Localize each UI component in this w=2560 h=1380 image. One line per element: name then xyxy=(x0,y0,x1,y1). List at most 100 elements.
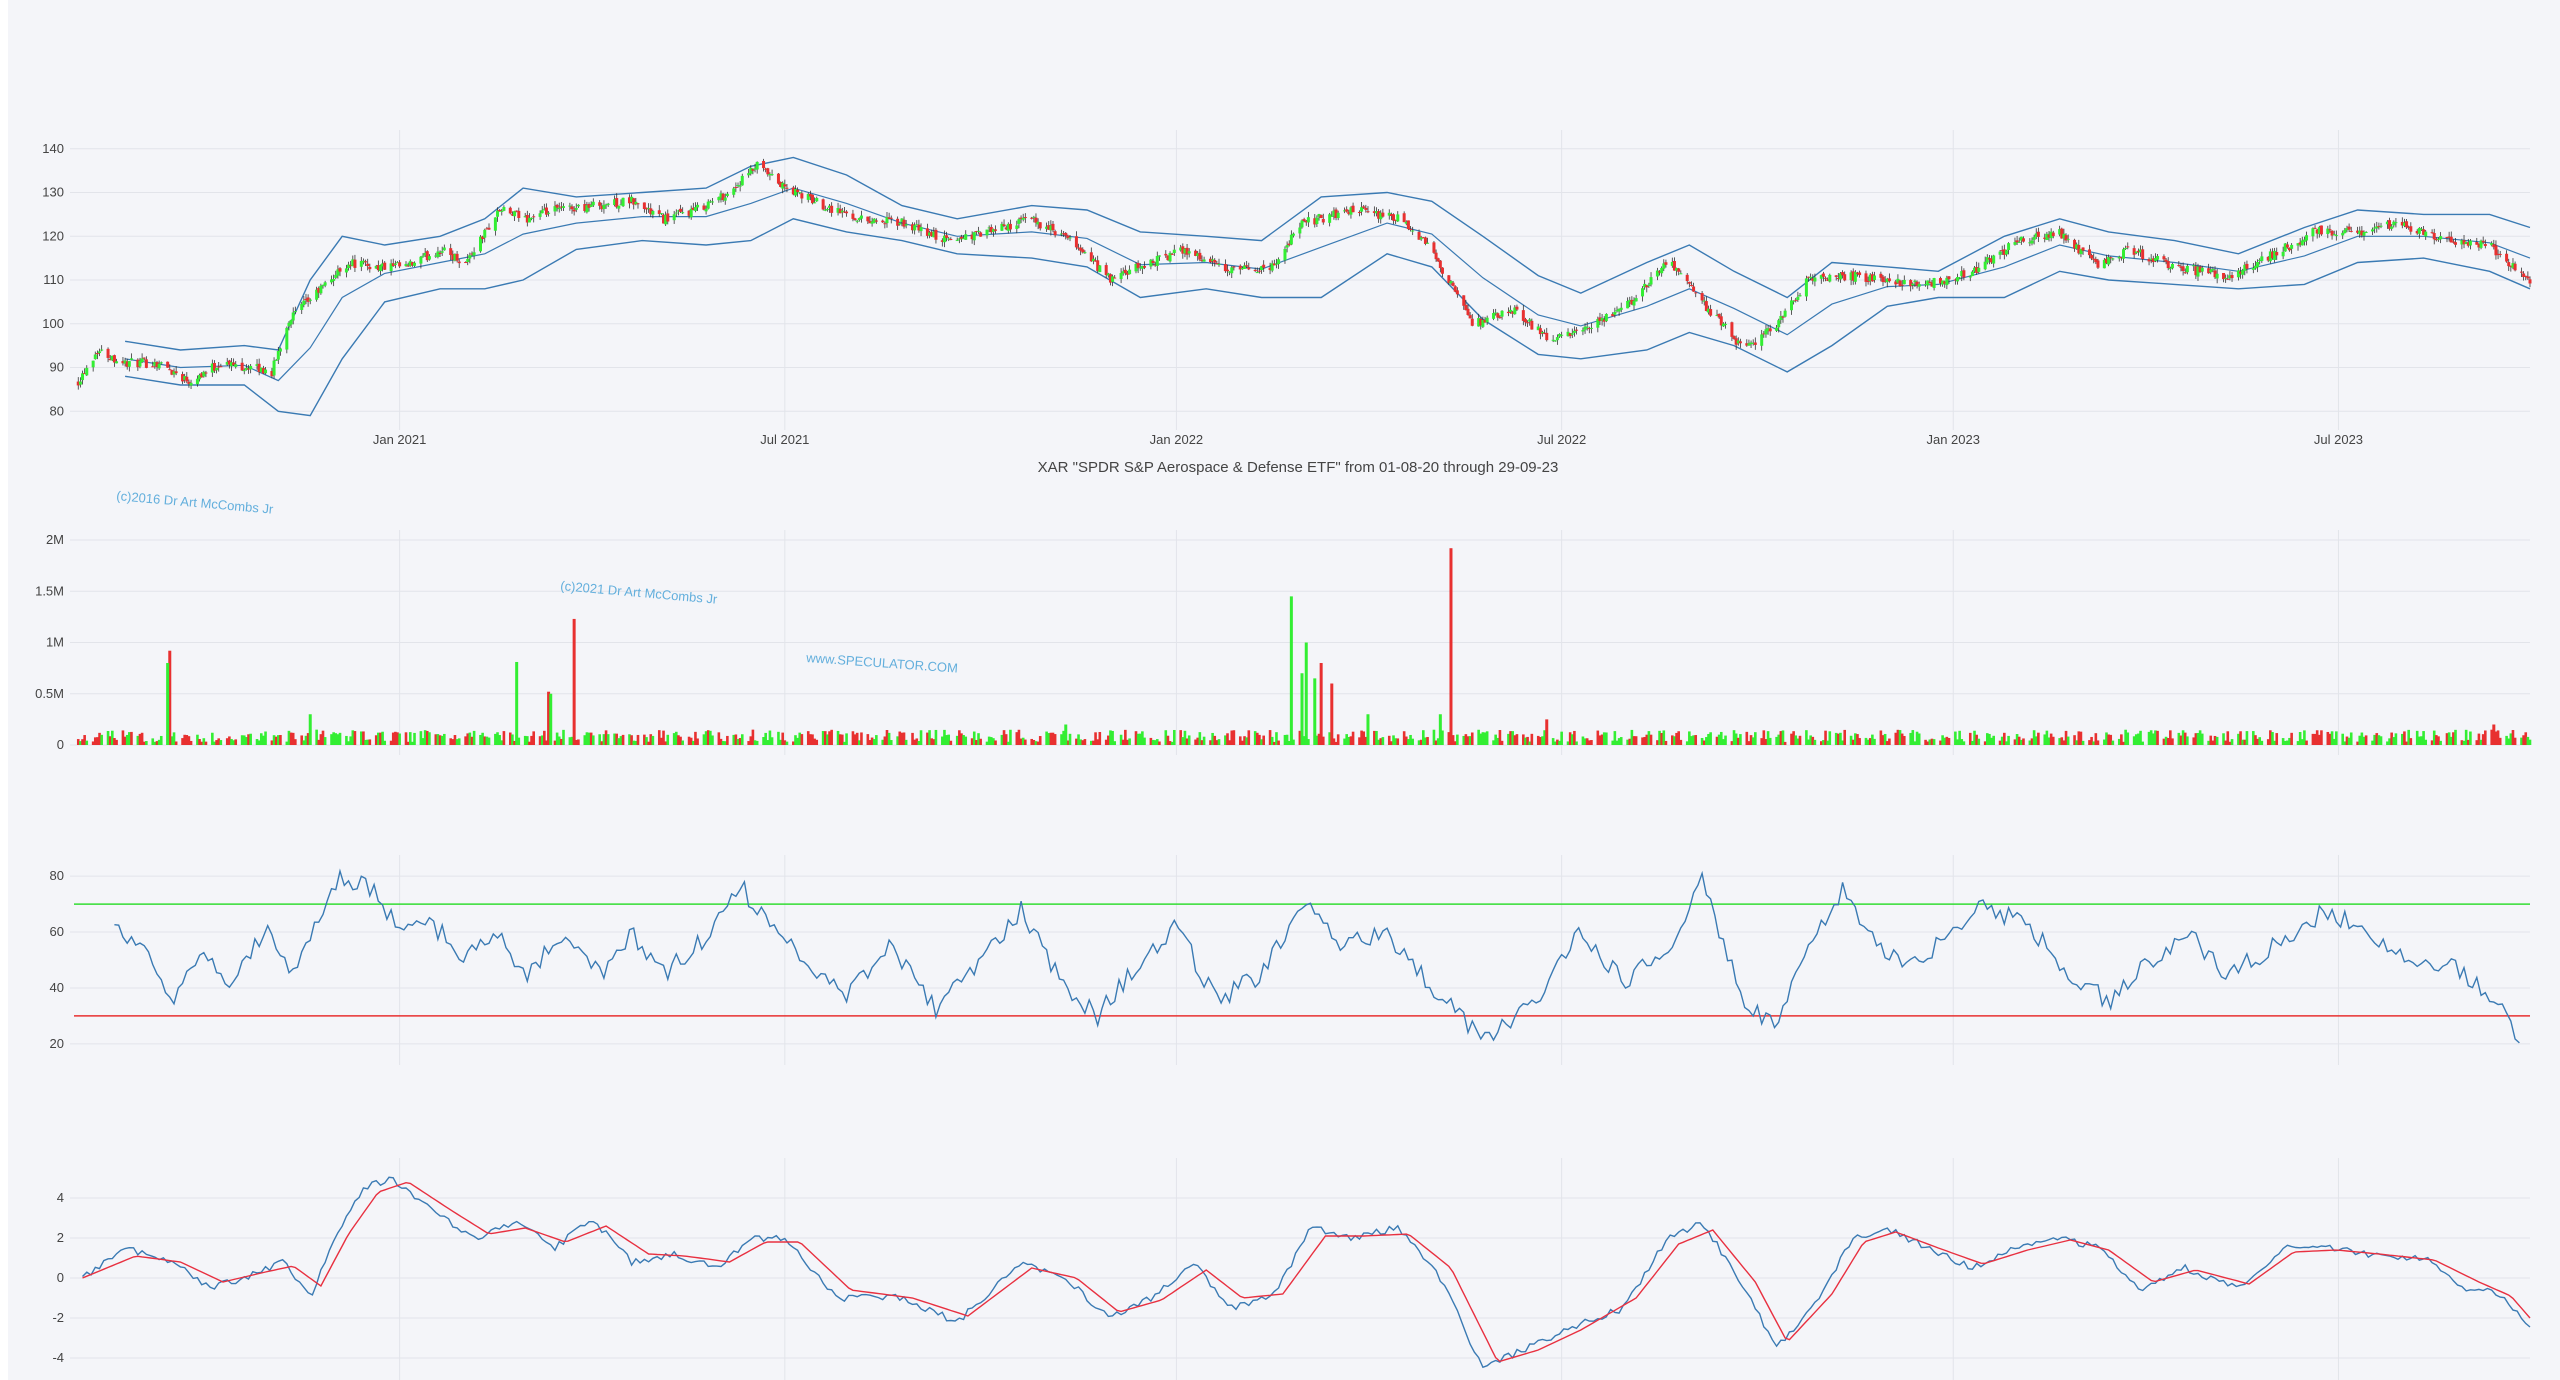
candle-up xyxy=(585,205,589,213)
candle-up xyxy=(2402,222,2406,226)
candle-down xyxy=(1194,250,1198,256)
candle-down xyxy=(2136,250,2140,253)
candle-down xyxy=(2043,237,2047,239)
volume-bar-up xyxy=(1581,736,1585,745)
candle-down xyxy=(2181,266,2185,272)
volume-bar-up xyxy=(1917,733,1921,745)
volume-bar-down xyxy=(577,739,580,745)
volume-bar-down xyxy=(719,738,723,745)
candle-down xyxy=(762,160,766,169)
volume-bar-down xyxy=(792,741,795,745)
candle-down xyxy=(406,265,410,267)
volume-bar-up xyxy=(1138,733,1142,745)
candle-down xyxy=(808,193,812,197)
candle-up xyxy=(1060,233,1064,235)
volume-bar-up xyxy=(2177,732,2181,745)
candle-down xyxy=(559,206,563,208)
candle-up xyxy=(2156,256,2160,260)
candle-up xyxy=(2058,229,2062,235)
candle-down xyxy=(1794,299,1798,301)
volume-bar-down xyxy=(1526,736,1529,745)
candle-down xyxy=(1834,275,1838,277)
volume-bar-down xyxy=(1671,735,1674,745)
volume-bar-down xyxy=(2524,732,2528,745)
volume-bar-up xyxy=(606,734,610,745)
candle-up xyxy=(1172,249,1176,254)
volume-bar-up xyxy=(2449,736,2453,745)
volume-bar-up xyxy=(440,735,444,745)
volume-bar-down xyxy=(451,739,455,745)
volume-bar-down xyxy=(1598,735,1602,745)
volume-bar-down xyxy=(1894,732,1898,745)
candle-down xyxy=(142,357,146,359)
candle-down xyxy=(1417,231,1421,240)
volume-bar-down xyxy=(543,730,546,745)
candle-up xyxy=(123,360,127,364)
candle-down xyxy=(2096,260,2100,268)
volume-bar-up xyxy=(881,739,885,745)
volume-bar-down xyxy=(1466,736,1470,745)
candle-up xyxy=(110,355,114,361)
volume-bar-up xyxy=(2245,731,2249,745)
volume-bar-down xyxy=(813,738,816,745)
volume-bar-down xyxy=(470,736,474,745)
volume-bar-up xyxy=(2139,730,2142,745)
volume-bar-down xyxy=(530,735,533,745)
volume-bar-down xyxy=(1694,735,1698,745)
candle-down xyxy=(1672,260,1676,271)
candle-up xyxy=(381,263,385,267)
volume-bar-up xyxy=(2028,740,2032,745)
volume-bar-down xyxy=(1232,730,1236,745)
volume-bar-down xyxy=(83,735,86,745)
candle-down xyxy=(1455,290,1459,295)
watermark-website: www.SPECULATOR.COM xyxy=(805,650,959,676)
candle-up xyxy=(1202,259,1206,262)
volume-bar-down xyxy=(1241,740,1244,745)
volume-bar-down xyxy=(2213,735,2217,745)
volume-bar-up xyxy=(1971,740,1974,745)
candle-down xyxy=(776,173,780,184)
candle-down xyxy=(1990,258,1994,263)
volume-bar-up xyxy=(1928,739,1932,745)
volume-bar-down xyxy=(815,739,819,745)
candle-up xyxy=(404,264,408,267)
volume-bar-down xyxy=(2305,740,2308,745)
volume-bar-down xyxy=(1243,736,1246,745)
candle-up xyxy=(1913,280,1917,283)
volume-bar-up xyxy=(585,732,589,745)
candle-up xyxy=(1240,267,1244,270)
candle-down xyxy=(1687,281,1691,284)
candle-down xyxy=(1915,281,1919,286)
volume-bar-up xyxy=(230,739,233,745)
candle-up xyxy=(172,371,176,375)
candle-up xyxy=(2228,275,2232,279)
candle-up xyxy=(2439,236,2443,240)
y-tick-label: 2M xyxy=(46,532,64,547)
volume-bar-up xyxy=(1871,734,1874,745)
candle-down xyxy=(306,297,310,302)
candle-up xyxy=(1902,279,1906,285)
volume-bar-up xyxy=(1143,737,1146,745)
volume-bar-down xyxy=(466,733,470,745)
volume-bar-down xyxy=(1434,740,1438,745)
candle-down xyxy=(487,227,491,230)
volume-bar-up xyxy=(1685,741,1689,745)
candle-up xyxy=(255,364,259,367)
candle-up xyxy=(234,364,238,367)
candle-up xyxy=(1360,207,1364,212)
candle-up xyxy=(1798,295,1802,297)
volume-bar-down xyxy=(1200,740,1204,745)
volume-bar-down xyxy=(1230,730,1234,745)
candle-down xyxy=(1079,247,1083,251)
volume-bar-down xyxy=(1019,738,1023,745)
volume-bar-up xyxy=(2479,739,2483,745)
volume-bar-up xyxy=(2126,732,2130,745)
candle-up xyxy=(589,204,593,207)
volume-bar-up xyxy=(1432,729,1436,745)
volume-bar-down xyxy=(2109,734,2113,745)
candle-up xyxy=(2332,234,2336,236)
candle-up xyxy=(1387,212,1391,216)
volume-bar-down xyxy=(2390,732,2393,745)
volume-bar-down xyxy=(93,737,97,745)
candle-up xyxy=(1187,251,1191,254)
